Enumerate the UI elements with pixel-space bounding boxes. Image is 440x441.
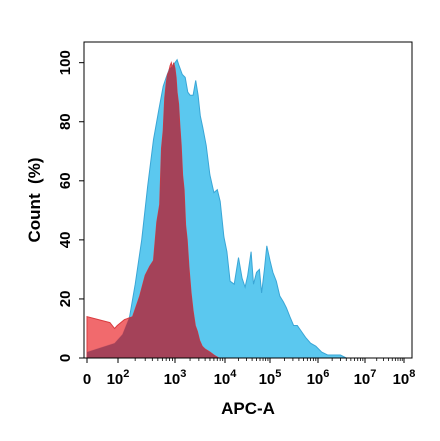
x-tick-label: 104	[214, 368, 238, 388]
plot-frame	[83, 41, 413, 359]
y-tick-label: 40	[57, 232, 74, 249]
y-axis: 0 20 40 60 80 100	[57, 50, 84, 362]
y-tick-label: 60	[57, 172, 74, 189]
series-area-blue	[86, 58, 347, 358]
x-tick-label: 105	[259, 368, 282, 388]
y-tick-label: 20	[57, 291, 74, 308]
x-axis-title: APC-A	[221, 399, 275, 418]
x-tick-label: 102	[107, 368, 130, 388]
x-axis: 0 102 103 104 105 106 107 108	[83, 358, 416, 388]
x-tick-label: 107	[354, 368, 377, 388]
x-tick-label: 0	[83, 371, 91, 388]
x-tick-label: 108	[393, 368, 416, 388]
y-tick-label: 80	[57, 113, 74, 130]
y-tick-label: 0	[57, 354, 74, 362]
x-tick-label: 103	[164, 368, 187, 388]
plot-area	[86, 58, 347, 358]
x-tick-label: 106	[307, 368, 330, 388]
y-tick-label: 100	[57, 50, 74, 75]
y-axis-title: Count (%)	[25, 158, 44, 243]
series-overlap-area	[87, 62, 219, 358]
